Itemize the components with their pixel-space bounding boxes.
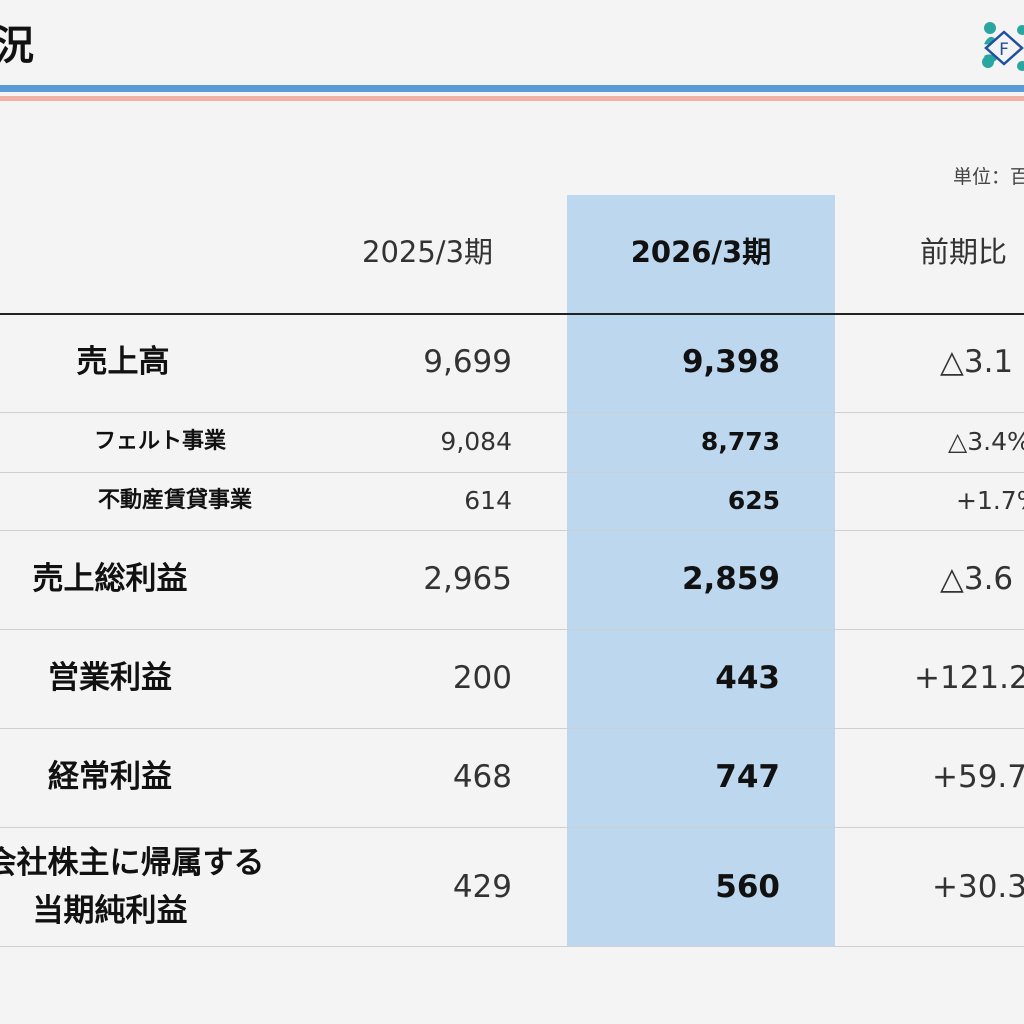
row-label-ordinary-profit: 経常利益 xyxy=(48,759,172,795)
header-divider xyxy=(0,313,1024,315)
row-label-operating-profit: 営業利益 xyxy=(48,660,172,696)
slide-title: 況 xyxy=(0,23,35,69)
row-curr-net-sales: 9,398 xyxy=(681,344,780,380)
header-prev-period: 2025/3期 xyxy=(362,235,494,269)
row-ratio-net-income: +30.3 xyxy=(932,869,1024,905)
row-divider xyxy=(0,827,1024,828)
row-prev-real-estate-business: 614 xyxy=(464,486,512,515)
row-ratio-gross-profit: △3.6 xyxy=(940,561,1014,597)
header-current-period: 2026/3期 xyxy=(630,235,772,269)
row-label-gross-profit: 売上総利益 xyxy=(32,561,188,597)
row-curr-real-estate-business: 625 xyxy=(727,486,780,515)
company-logo-icon: F xyxy=(982,18,1024,78)
row-prev-net-income: 429 xyxy=(452,869,512,905)
svg-text:F: F xyxy=(999,40,1009,60)
row-curr-ordinary-profit: 747 xyxy=(715,759,780,795)
row-divider xyxy=(0,629,1024,630)
row-label-net-sales: 売上高 xyxy=(76,344,170,380)
row-divider xyxy=(0,530,1024,531)
header-yoy-ratio: 前期比 xyxy=(920,235,1008,269)
header-rule-blue xyxy=(0,85,1024,92)
row-label-net-income-line2: 当期純利益 xyxy=(32,893,188,929)
row-divider xyxy=(0,412,1024,413)
row-label-felt-business: フェルト事業 xyxy=(93,429,226,454)
row-prev-ordinary-profit: 468 xyxy=(452,759,512,795)
row-ratio-operating-profit: +121.2 xyxy=(914,660,1024,696)
row-label-net-income-line1: 会社株主に帰属する xyxy=(0,845,265,881)
row-curr-felt-business: 8,773 xyxy=(700,427,780,456)
row-ratio-ordinary-profit: +59.7 xyxy=(932,759,1024,795)
header-rule-pink xyxy=(0,96,1024,101)
row-prev-operating-profit: 200 xyxy=(452,660,512,696)
row-ratio-net-sales: △3.1 xyxy=(940,344,1014,380)
row-prev-gross-profit: 2,965 xyxy=(423,561,512,597)
unit-label: 単位：百 xyxy=(953,166,1024,188)
row-prev-net-sales: 9,699 xyxy=(423,344,512,380)
row-ratio-felt-business: △3.4% xyxy=(948,427,1024,456)
row-curr-net-income: 560 xyxy=(715,869,780,905)
row-divider xyxy=(0,728,1024,729)
row-ratio-real-estate-business: +1.7% xyxy=(956,486,1024,515)
row-divider xyxy=(0,472,1024,473)
table-bottom-divider xyxy=(0,946,1024,947)
row-curr-operating-profit: 443 xyxy=(715,660,780,696)
row-curr-gross-profit: 2,859 xyxy=(681,561,780,597)
row-prev-felt-business: 9,084 xyxy=(440,427,512,456)
current-period-highlight xyxy=(567,195,835,947)
row-label-real-estate-business: 不動産賃貸事業 xyxy=(97,488,252,513)
